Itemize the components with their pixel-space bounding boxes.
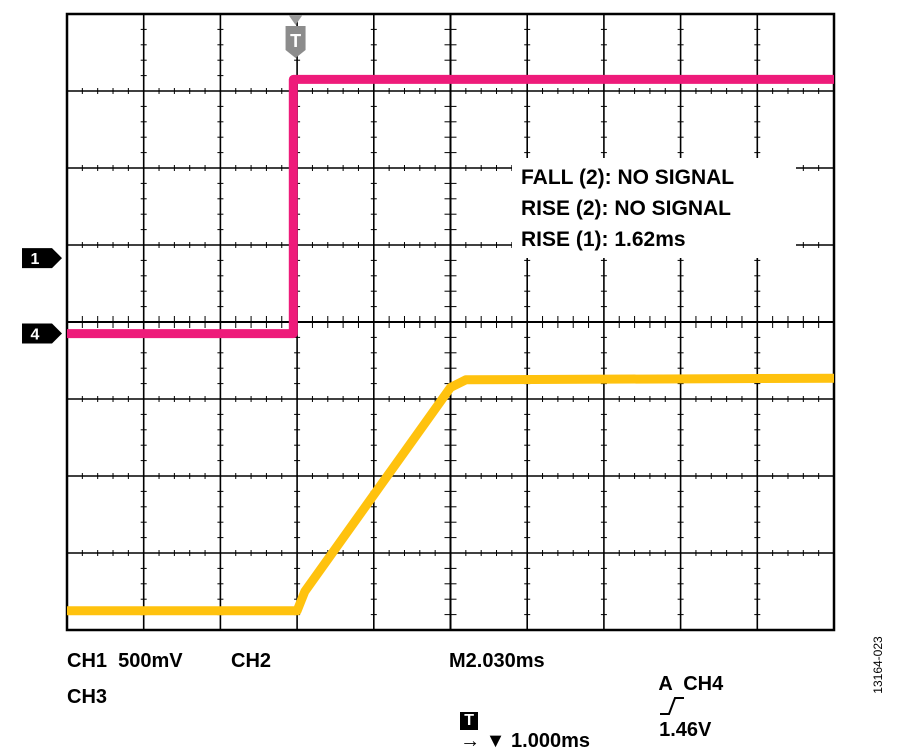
trigger-position-icon: T xyxy=(460,712,479,730)
footer-trigger-label: A CH4 xyxy=(658,673,724,695)
footer-trigger-level: 1.46V xyxy=(659,719,712,741)
traces xyxy=(67,74,835,616)
measurement-rise-2: RISE (2): NO SIGNAL xyxy=(521,197,731,220)
trigger-arrow xyxy=(288,15,303,25)
footer-timebase: M2.030ms xyxy=(449,650,545,672)
trace-ch4 xyxy=(67,74,834,339)
trace-ch1 xyxy=(67,373,835,616)
grid xyxy=(65,12,836,632)
trigger-marker: T xyxy=(285,15,306,58)
channel-marker-1 xyxy=(22,248,62,269)
footer-position-value: → ▼ 1.000ms xyxy=(460,730,590,752)
channel-marker-label-4: 4 xyxy=(31,327,40,344)
footer-position: T → ▼ 1.000ms xyxy=(449,683,590,753)
measurement-fall-2: FALL (2): NO SIGNAL xyxy=(521,166,734,189)
plot-border xyxy=(65,12,836,632)
footer-ch3: CH3 xyxy=(67,686,108,708)
measurement-box-bg xyxy=(512,158,796,258)
channel-markers: 14 xyxy=(22,248,62,344)
channel-marker-4 xyxy=(22,323,62,344)
figure-id: 13164-023 xyxy=(868,628,888,708)
trigger-badge xyxy=(285,26,306,58)
rising-edge-icon xyxy=(660,697,685,715)
measurement-rise-1: RISE (1): 1.62ms xyxy=(521,228,686,251)
footer-ch1-scale: CH1 500mV xyxy=(67,650,183,672)
channel-marker-label-1: 1 xyxy=(31,251,40,268)
measurement-box: FALL (2): NO SIGNAL RISE (2): NO SIGNAL … xyxy=(512,158,796,258)
figure-id-label: 13164-023 xyxy=(871,636,885,694)
footer-trigger: A CH4 1.46V xyxy=(648,650,723,742)
trigger-badge-label: T xyxy=(290,31,301,51)
oscilloscope-plot: 14 T FALL (2): NO SIGNAL RISE (2): NO SI… xyxy=(22,12,836,632)
footer-ch2: CH2 xyxy=(231,650,272,672)
